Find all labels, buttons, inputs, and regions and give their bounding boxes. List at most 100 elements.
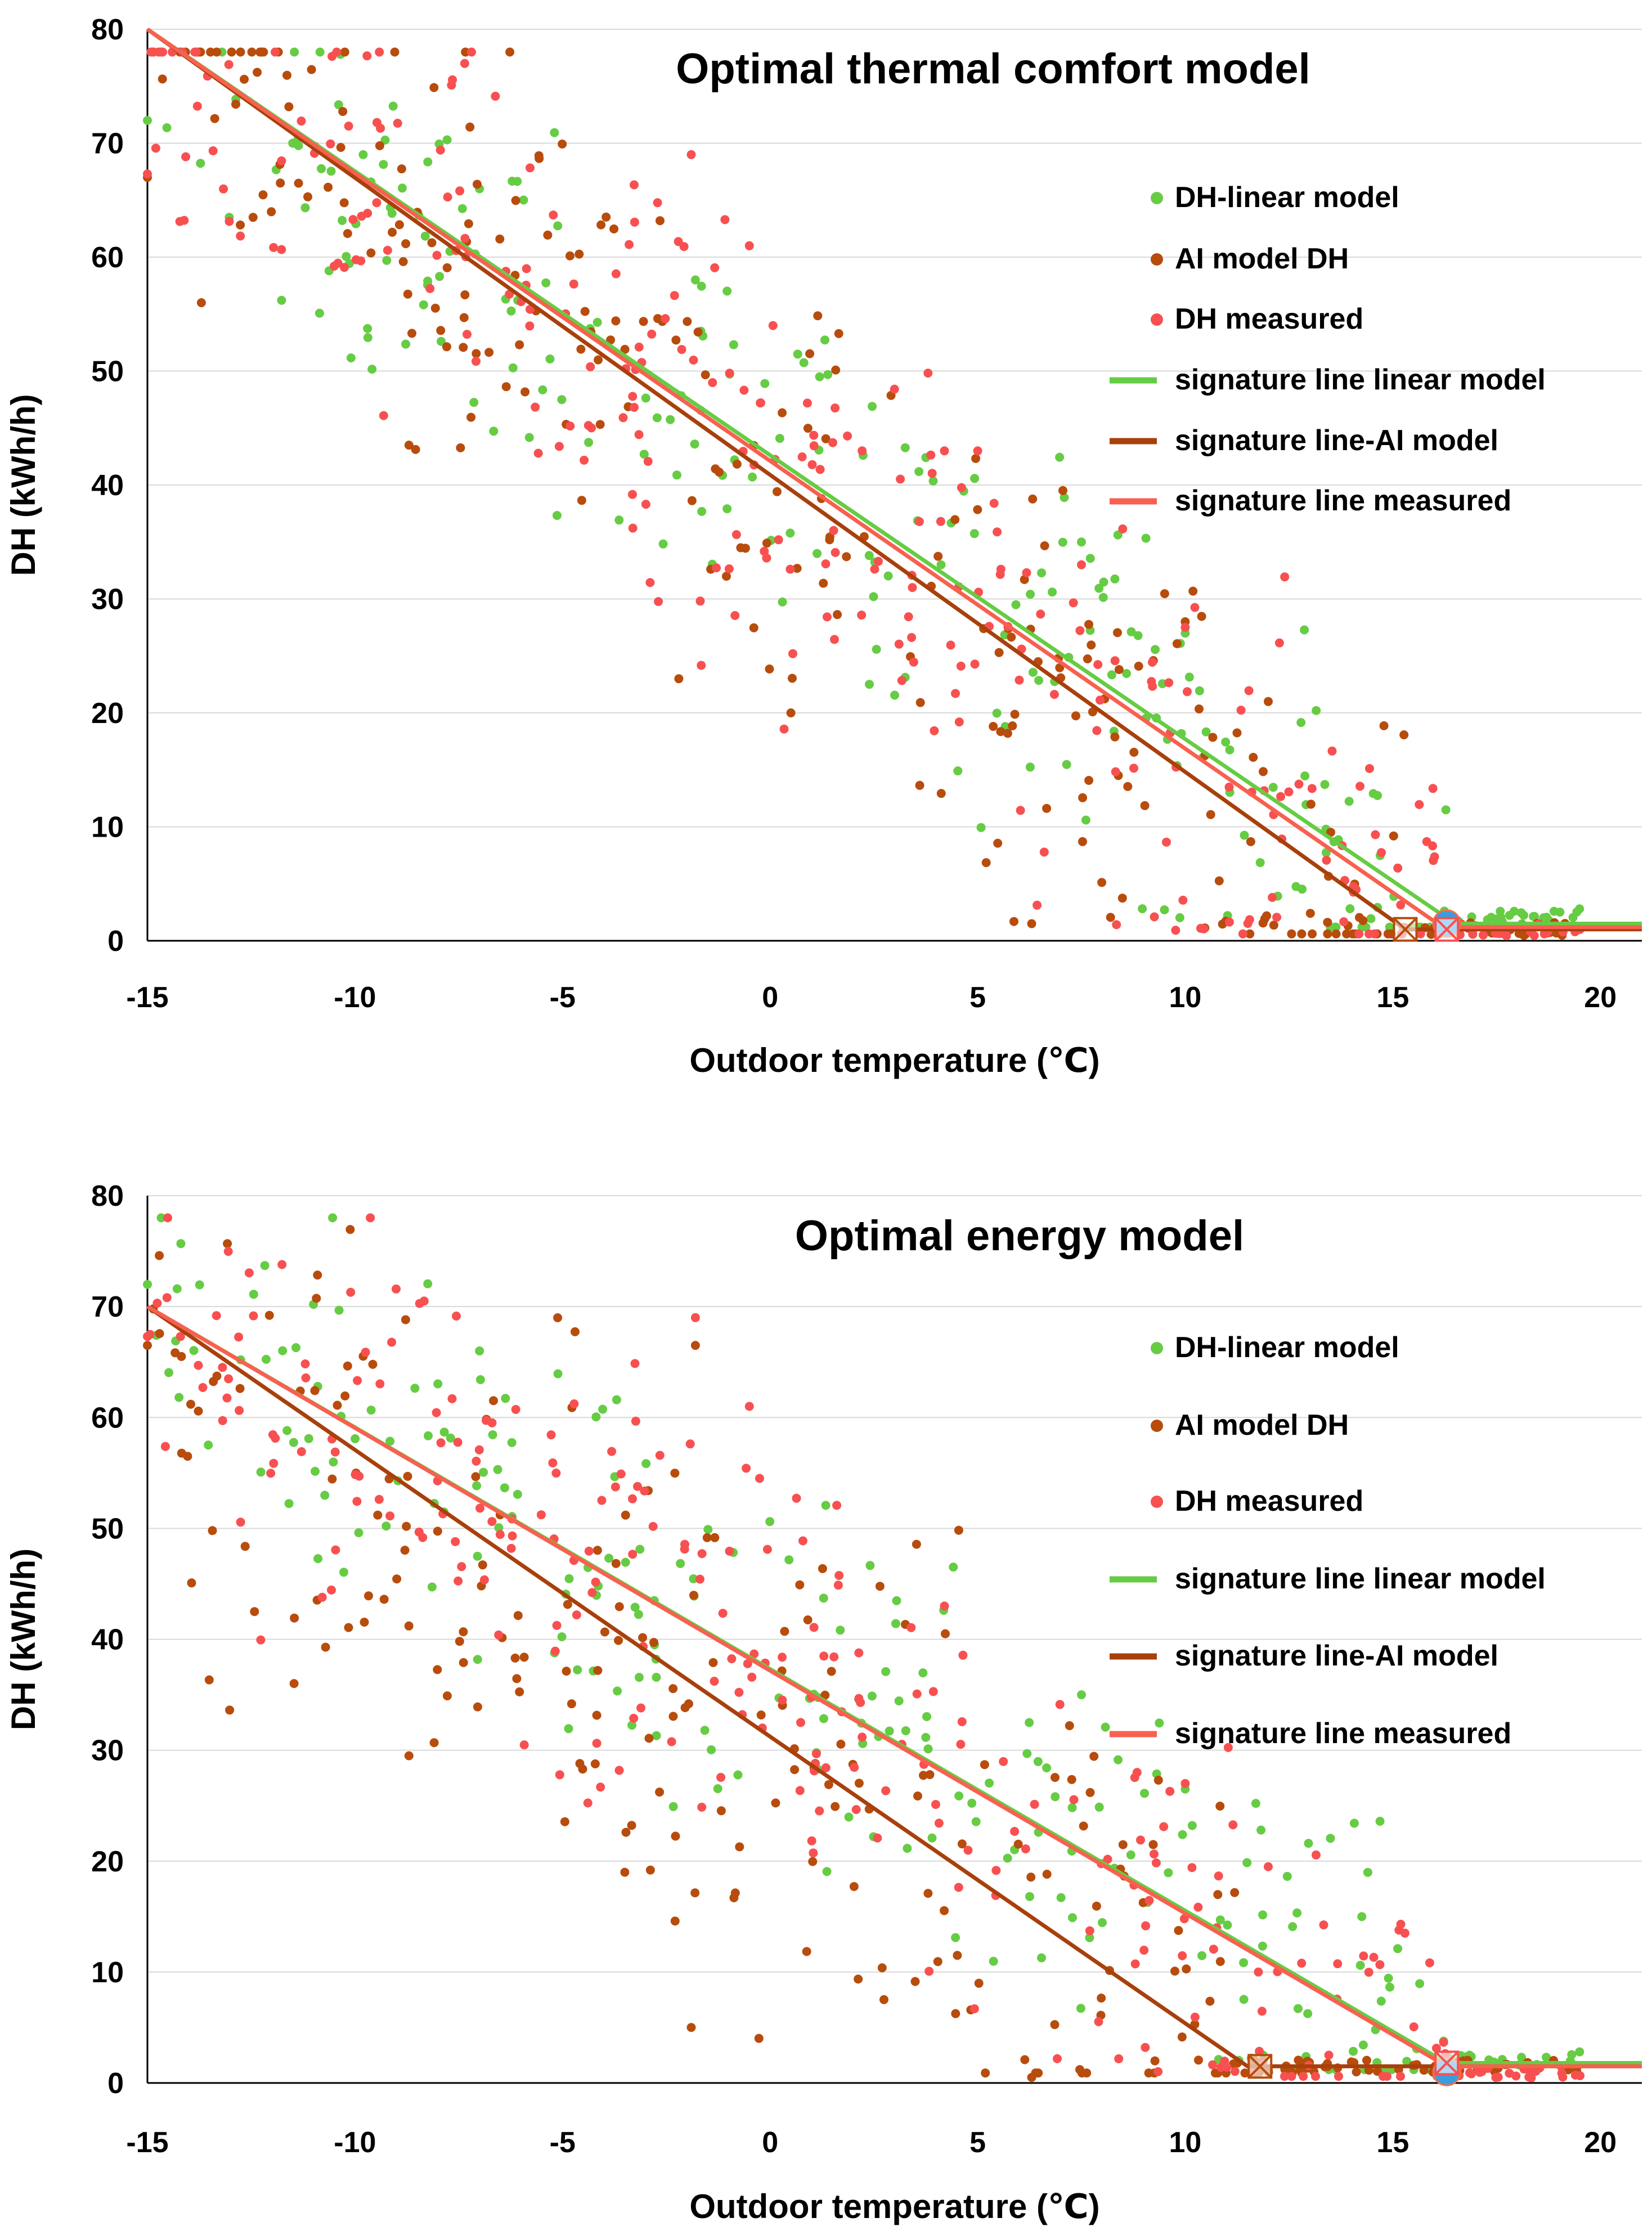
- scatter-point: [571, 1327, 580, 1336]
- scatter-point: [1067, 1775, 1076, 1784]
- scatter-point: [654, 597, 663, 607]
- scatter-point: [1256, 1825, 1266, 1835]
- scatter-point: [505, 47, 515, 57]
- scatter-point: [652, 1731, 661, 1740]
- chart-title: Optimal energy model: [795, 1212, 1244, 1260]
- scatter-point: [1110, 732, 1120, 742]
- scatter-point: [1242, 1858, 1252, 1867]
- scatter-point: [1180, 623, 1190, 632]
- marker-cross: [1434, 917, 1459, 942]
- scatter-point: [697, 507, 707, 516]
- scatter-point: [429, 1738, 439, 1748]
- scatter-point: [392, 1574, 402, 1584]
- scatter-point: [315, 47, 325, 57]
- scatter-point: [495, 1530, 505, 1539]
- scatter-point: [923, 1744, 933, 1754]
- scatter-point: [1075, 626, 1085, 635]
- scatter-point: [393, 119, 402, 128]
- scatter-point: [297, 116, 306, 126]
- scatter-point: [1368, 789, 1378, 798]
- scatter-point: [447, 80, 456, 90]
- scatter-point: [189, 1346, 199, 1355]
- scatter-point: [690, 1313, 700, 1322]
- scatter-point: [725, 1546, 734, 1556]
- scatter-point: [788, 649, 797, 658]
- scatter-point: [427, 1582, 437, 1592]
- scatter-point: [307, 65, 316, 74]
- y-tick-label: 30: [91, 1735, 124, 1767]
- y-tick-label: 30: [91, 583, 124, 616]
- scatter-point: [760, 379, 770, 388]
- scatter-point: [1162, 837, 1171, 847]
- scatter-point: [520, 387, 530, 397]
- scatter-point: [820, 335, 829, 345]
- scatter-point: [1195, 686, 1204, 695]
- scatter-point: [956, 661, 966, 671]
- scatter-point: [181, 152, 191, 161]
- scatter-point: [1259, 767, 1268, 776]
- scatter-point: [455, 1637, 464, 1646]
- scatter-point: [1077, 2068, 1087, 2078]
- scatter-point: [204, 1675, 214, 1685]
- scatter-point: [923, 369, 933, 378]
- scatter-point: [240, 74, 249, 84]
- scatter-point: [1098, 592, 1108, 602]
- scatter-point: [865, 680, 874, 689]
- scatter-point: [1491, 2073, 1501, 2082]
- scatter-point: [143, 169, 152, 179]
- y-tick-label: 10: [91, 811, 124, 844]
- scatter-point: [1110, 656, 1120, 666]
- scatter-point: [584, 1546, 594, 1556]
- x-tick-label: -10: [334, 981, 376, 1014]
- scatter-point: [1130, 1773, 1139, 1783]
- scatter-point: [950, 515, 960, 524]
- scatter-point: [249, 1311, 258, 1321]
- scatter-point: [577, 496, 586, 505]
- scatter-point: [550, 1646, 560, 1656]
- scatter-point: [1139, 1946, 1149, 1955]
- scatter-point: [475, 1346, 484, 1355]
- scatter-point: [519, 1653, 529, 1662]
- scatter-point: [494, 1630, 504, 1640]
- legend-item: DH-linear model: [1151, 1331, 1399, 1364]
- scatter-point: [284, 102, 294, 111]
- scatter-point: [442, 263, 452, 272]
- scatter-point: [565, 251, 574, 261]
- scatter-point: [1244, 686, 1254, 695]
- scatter-point: [436, 326, 446, 335]
- scatter-point: [472, 1456, 481, 1466]
- scatter-point: [1209, 1945, 1218, 1954]
- legend-item: signature line linear model: [1110, 363, 1546, 396]
- scatter-point: [223, 1247, 233, 1256]
- scatter-point: [587, 1588, 597, 1597]
- x-tick-label: -5: [550, 2126, 576, 2159]
- scatter-point: [388, 227, 397, 237]
- scatter-point: [1349, 2046, 1358, 2056]
- scatter-point: [362, 51, 372, 61]
- scatter-point: [833, 610, 842, 619]
- scatter-point: [850, 1763, 859, 1772]
- scatter-point: [414, 1527, 424, 1537]
- scatter-point: [387, 209, 397, 218]
- scatter-point: [836, 1739, 846, 1749]
- scatter-point: [799, 358, 809, 367]
- scatter-point: [671, 335, 681, 345]
- scatter-point: [607, 1447, 617, 1456]
- scatter-point: [1346, 2057, 1356, 2067]
- breakpoint-marker: [1393, 917, 1418, 942]
- scatter-point: [1197, 612, 1206, 621]
- scatter-point: [240, 1542, 250, 1551]
- scatter-point: [423, 157, 433, 167]
- scatter-point: [479, 1575, 489, 1584]
- scatter-point: [1160, 589, 1169, 599]
- scatter-point: [638, 1633, 648, 1642]
- scatter-point: [329, 1457, 338, 1467]
- scatter-point: [402, 1521, 411, 1531]
- scatter-point: [328, 1213, 338, 1223]
- scatter-point: [1058, 537, 1067, 547]
- scatter-point: [351, 255, 361, 264]
- scatter-point: [471, 1472, 481, 1481]
- scatter-point: [224, 60, 234, 69]
- scatter-point: [685, 1439, 695, 1449]
- scatter-point: [716, 1806, 726, 1816]
